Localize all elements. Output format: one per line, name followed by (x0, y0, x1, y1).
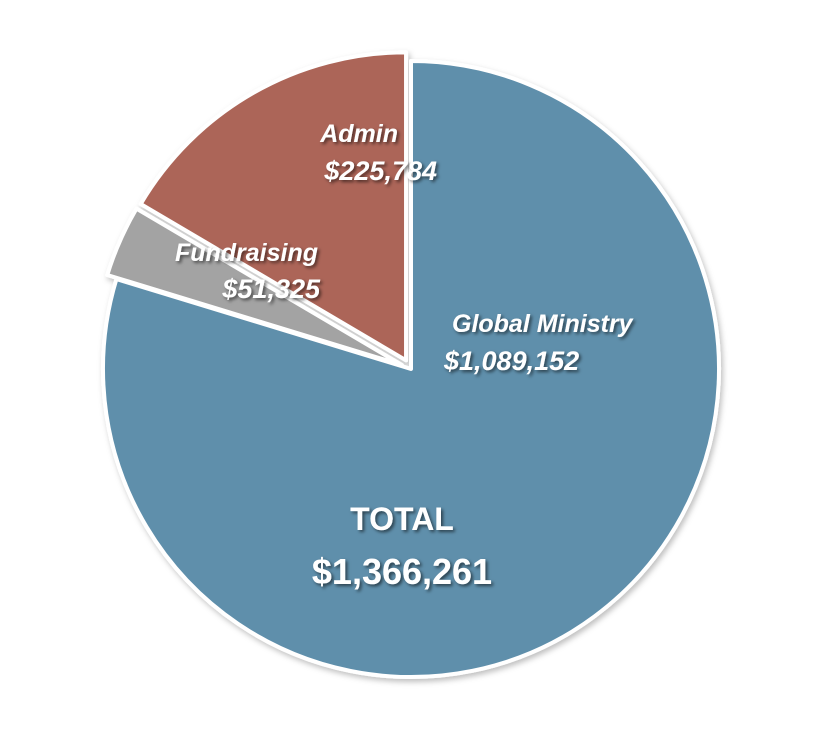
slice-label-fundraising: Fundraising (175, 239, 318, 267)
pie-slice-global-ministry (101, 59, 721, 679)
pie-slices (101, 50, 721, 679)
slice-value-fundraising: $51,325 (221, 274, 321, 304)
slice-value-admin: $225,784 (323, 156, 437, 186)
pie-slice-admin (138, 50, 409, 363)
total-value: $1,366,261 (312, 551, 492, 592)
pie-slice-fundraising (105, 206, 404, 367)
slice-value-global-ministry: $1,089,152 (443, 346, 579, 376)
slice-label-admin: Admin (319, 120, 398, 148)
slice-label-global-ministry: Global Ministry (452, 310, 634, 338)
total-label: TOTAL (350, 501, 454, 537)
